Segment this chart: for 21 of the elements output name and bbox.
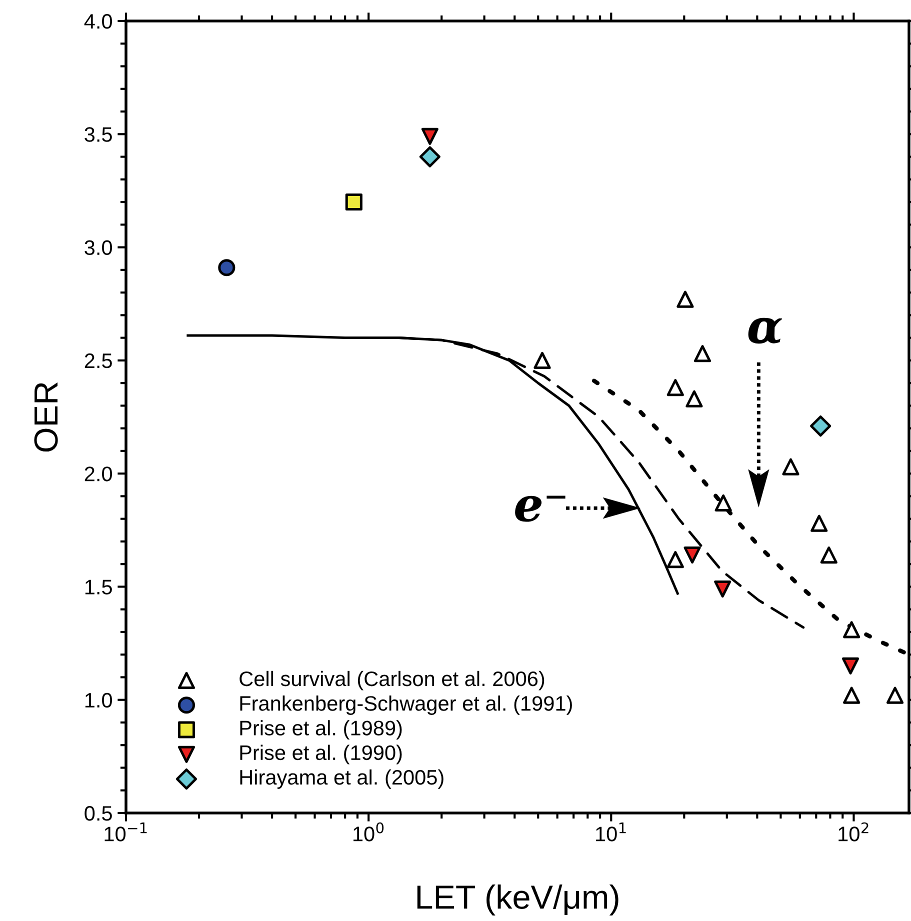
x-tick-label: 10$^{0}$ (353, 822, 384, 842)
y-tick-label: 0.5 (84, 806, 112, 821)
legend-label: Cell survival (Carlson et al. 2006) (240, 670, 544, 690)
x-tick-label: 10$^{−1}$ (104, 822, 147, 842)
y-tick-label: 1.5 (85, 580, 112, 594)
x-tick-label: 10$^{2}$ (838, 822, 868, 842)
annotation: α (748, 318, 782, 344)
legend-label: Prise et al. (1989) (240, 720, 402, 740)
legend-label: Hirayama et al. (2005) (240, 769, 444, 789)
legend-label: Prise et al. (1990) (240, 744, 402, 764)
x-tick-label: 10$^{1}$ (596, 822, 626, 842)
y-tick-label: 4.0 (84, 14, 112, 29)
y-tick-label: 3.0 (84, 240, 112, 256)
annotation: e⁻ (515, 496, 566, 522)
y-tick-label: 2.5 (84, 353, 112, 368)
legend-label: Frankenberg-Schwager et al. (1991) (240, 696, 572, 715)
y-axis-title: OER (34, 382, 58, 452)
y-tick-label: 2.0 (84, 466, 112, 482)
y-tick-label: 1.0 (85, 692, 112, 708)
y-tick-label: 3.5 (84, 127, 112, 142)
x-axis-title: LET (keV/μm) (417, 884, 618, 916)
